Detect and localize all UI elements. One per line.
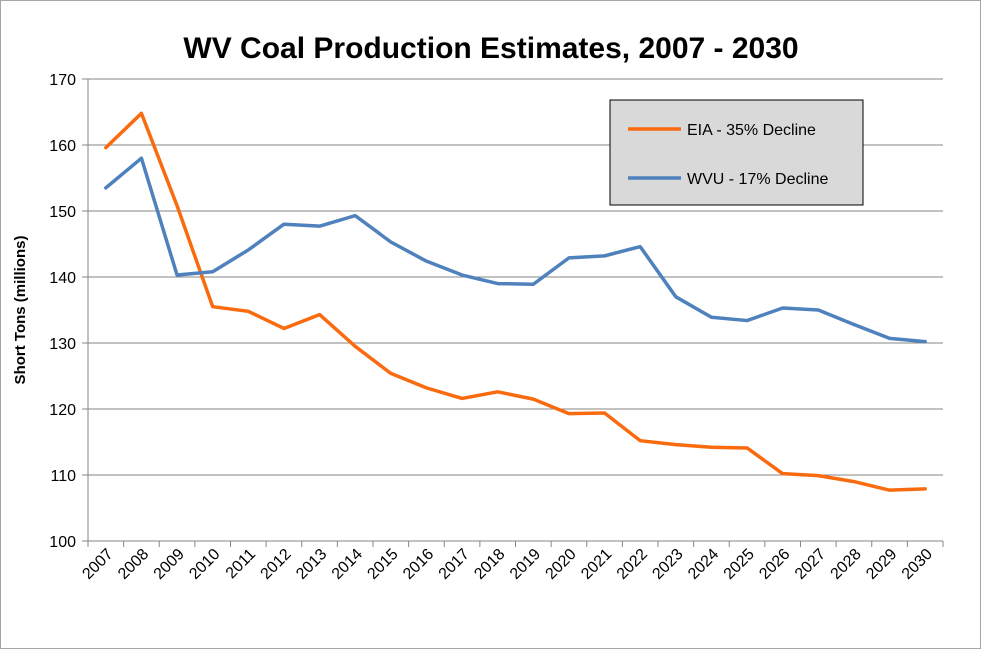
- x-tick-label-2026: 2026: [756, 546, 793, 583]
- x-tick-label-2021: 2021: [578, 546, 615, 583]
- x-tick-label-2012: 2012: [258, 546, 295, 583]
- series-lines: [104, 111, 927, 492]
- x-tick-label-2013: 2013: [293, 546, 330, 583]
- x-tick-label-2016: 2016: [400, 546, 437, 583]
- series-line-eia: [104, 111, 927, 492]
- series-line-wvu: [104, 156, 927, 344]
- x-tick-label-2014: 2014: [329, 546, 366, 583]
- axes: [87, 79, 944, 547]
- x-tick-label-2008: 2008: [115, 546, 152, 583]
- y-tick-label-110: 110: [50, 468, 76, 485]
- y-tick-label-140: 140: [49, 270, 76, 287]
- x-tick-label-2023: 2023: [649, 546, 686, 583]
- y-tick-label-160: 160: [49, 138, 76, 155]
- legend-box: [609, 99, 864, 206]
- legend-label-eia: EIA - 35% Decline: [687, 122, 816, 139]
- x-tick-label-2030: 2030: [899, 546, 936, 583]
- y-tick-label-150: 150: [49, 204, 76, 221]
- x-tick-label-2019: 2019: [507, 546, 544, 583]
- x-tick-label-2010: 2010: [186, 546, 223, 583]
- x-tick-label-2025: 2025: [721, 546, 758, 583]
- legend-label-wvu: WVU - 17% Decline: [687, 171, 828, 188]
- x-tick-label-2015: 2015: [364, 546, 401, 583]
- x-tick-label-2024: 2024: [685, 546, 722, 583]
- y-tick-label-170: 170: [49, 72, 76, 89]
- y-axis-label: Short Tons (millions): [12, 236, 29, 385]
- x-tick-label-2009: 2009: [151, 546, 188, 583]
- x-tick-label-2011: 2011: [223, 546, 259, 582]
- chart-title: WV Coal Production Estimates, 2007 - 203…: [183, 32, 798, 65]
- x-tick-label-2017: 2017: [436, 546, 473, 583]
- legend: EIA - 35% Decline WVU - 17% Decline: [609, 99, 864, 206]
- x-tick-label-2027: 2027: [792, 546, 829, 583]
- x-tick-label-2028: 2028: [828, 546, 865, 583]
- x-tick-label-2020: 2020: [543, 546, 580, 583]
- y-tick-label-120: 120: [49, 402, 76, 419]
- y-tick-label-130: 130: [49, 336, 76, 353]
- gridlines: [82, 78, 943, 542]
- x-tick-label-2007: 2007: [79, 546, 116, 583]
- x-tick-label-2022: 2022: [614, 546, 651, 583]
- y-tick-label-100: 100: [49, 534, 76, 551]
- y-tick-labels: 100 110 120 130 140 150 160 170: [49, 72, 76, 551]
- x-tick-label-2029: 2029: [863, 546, 900, 583]
- x-tick-label-2018: 2018: [471, 546, 508, 583]
